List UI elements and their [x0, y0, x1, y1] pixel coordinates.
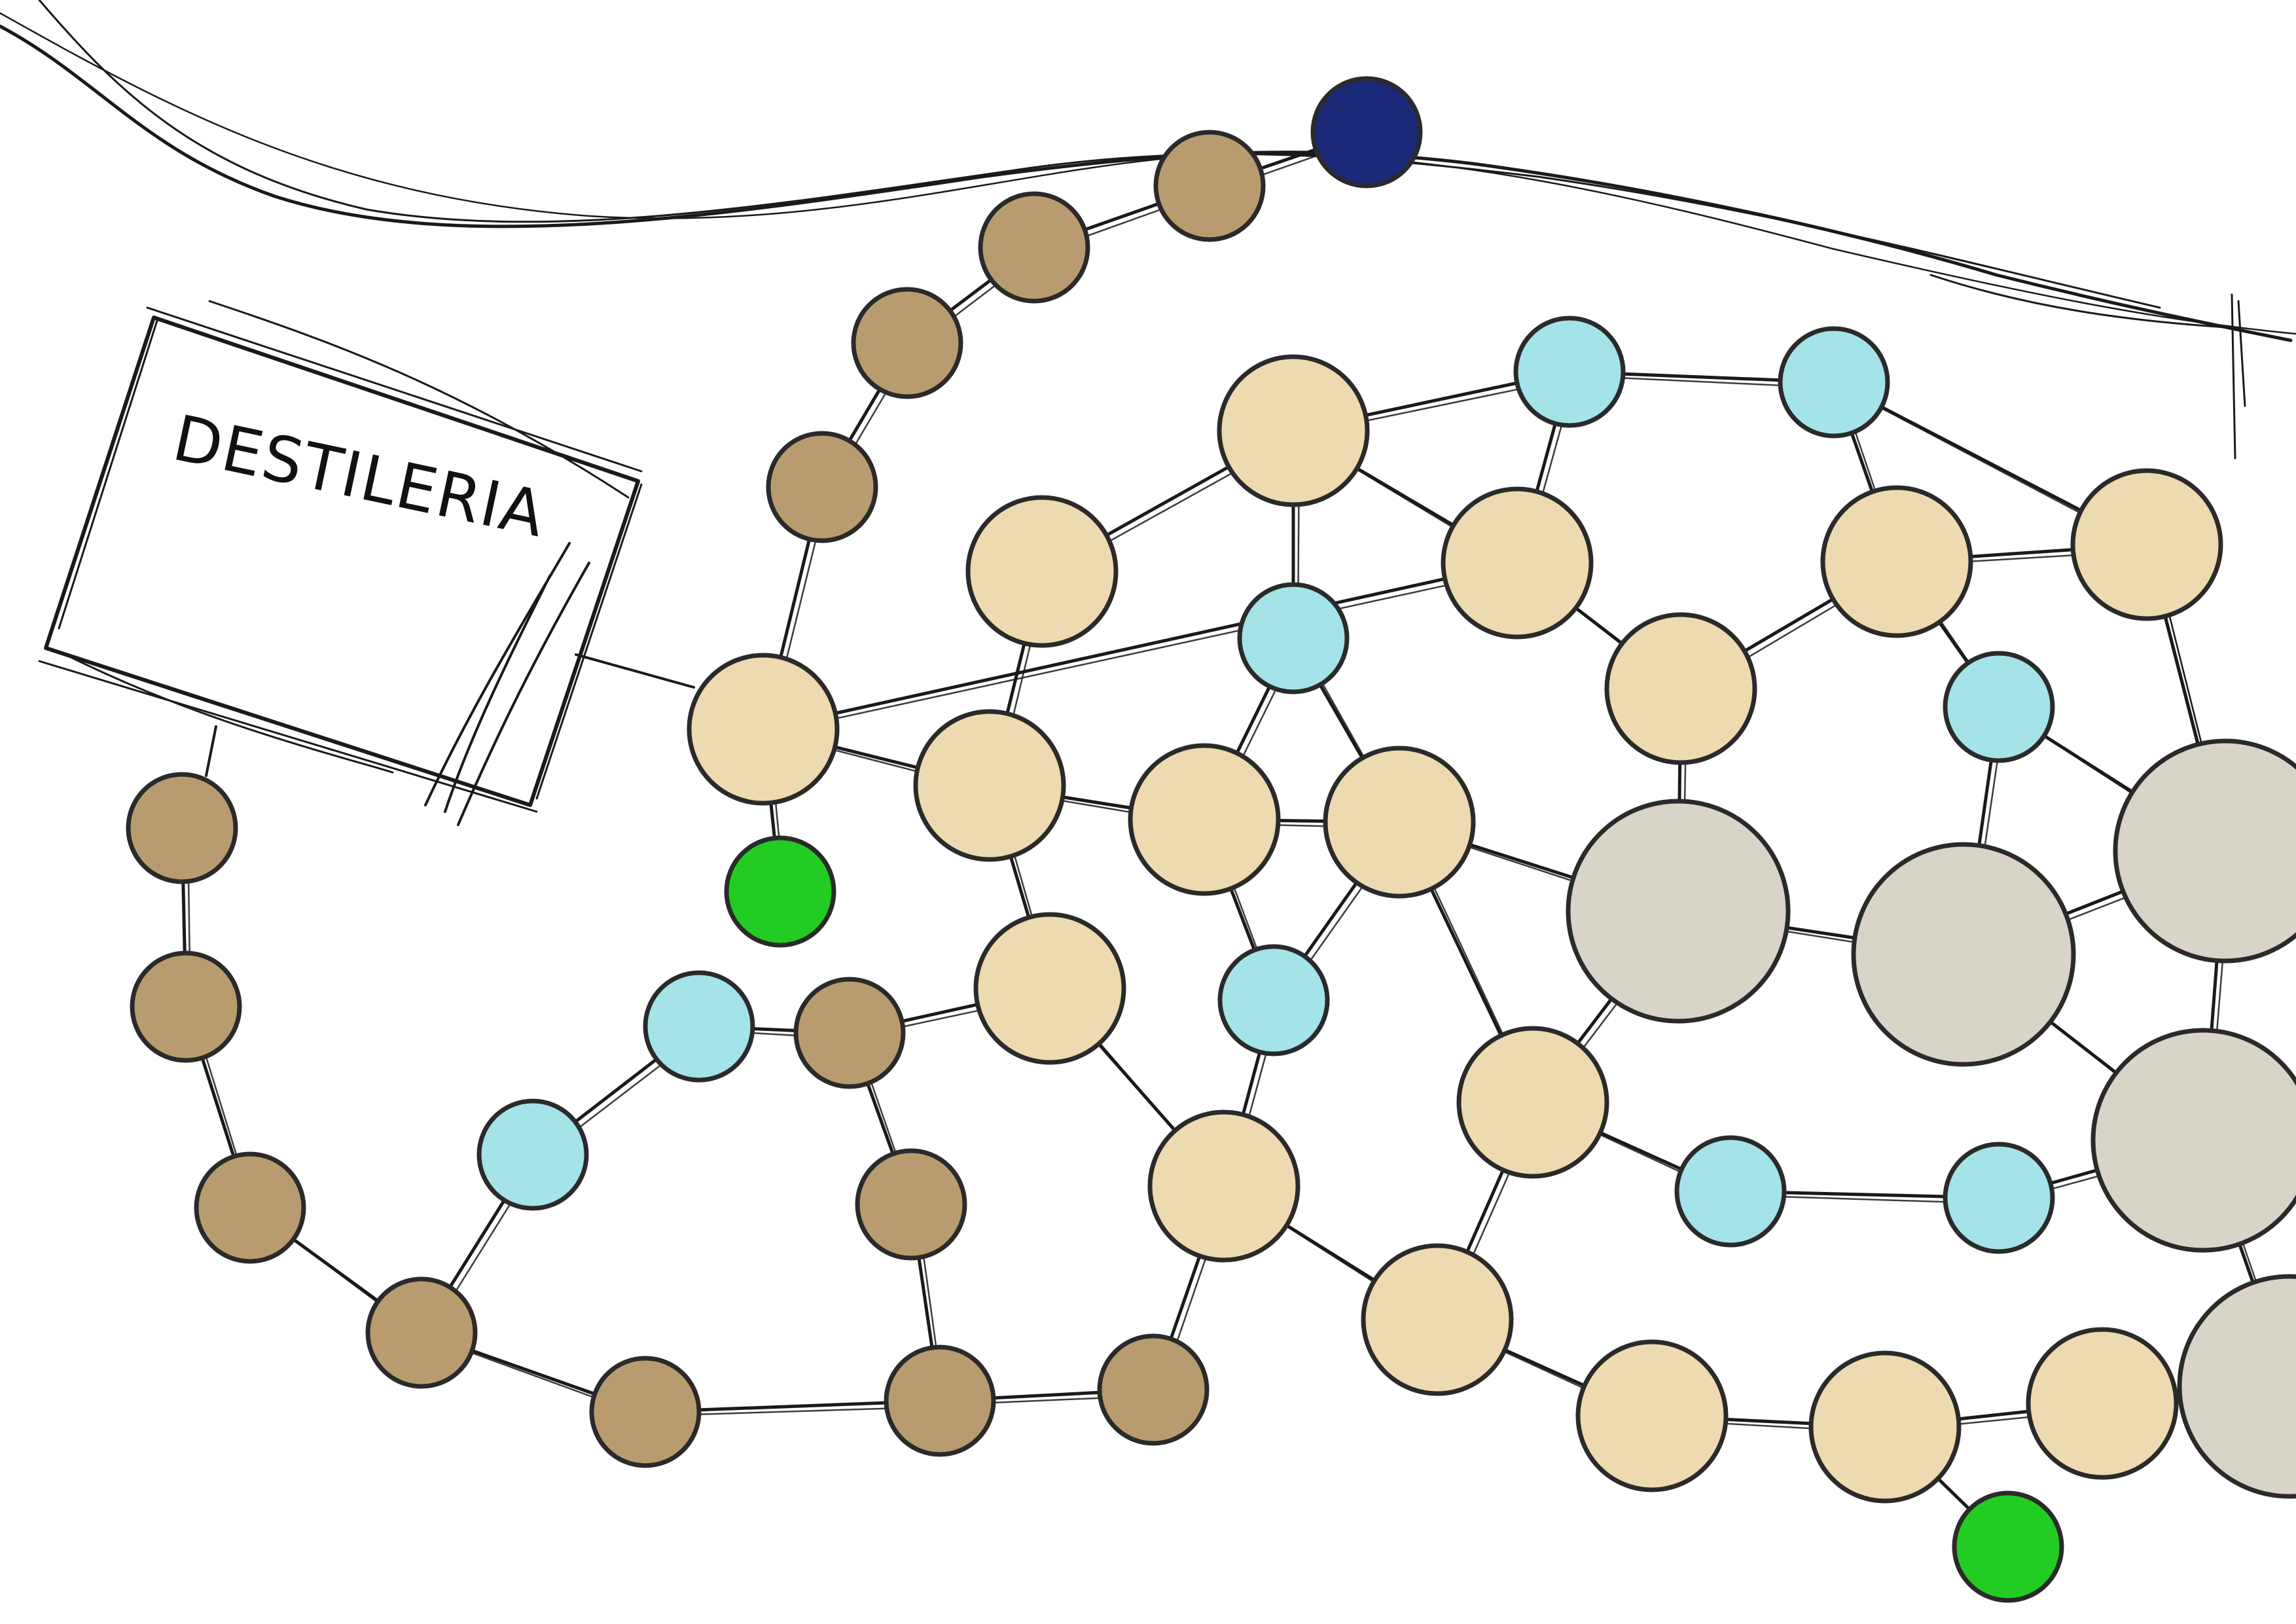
space-gray-s4[interactable]: [2090, 1028, 2296, 1253]
space-beige-w14[interactable]: [1361, 1243, 1514, 1396]
space-brown-b11[interactable]: [1097, 1333, 1210, 1446]
space-beige-w17[interactable]: [2026, 1327, 2179, 1480]
space-cyan-c8[interactable]: [1674, 1135, 1787, 1248]
space-cyan-c2[interactable]: [1778, 326, 1890, 439]
space-beige-w13[interactable]: [1147, 1110, 1300, 1263]
space-beige-w16[interactable]: [1808, 1350, 1962, 1504]
space-brown-b13[interactable]: [793, 977, 906, 1089]
space-brown-b8[interactable]: [365, 1276, 478, 1389]
space-beige-w2[interactable]: [965, 495, 1119, 648]
space-cyan-c6[interactable]: [643, 970, 755, 1083]
space-beige-w8[interactable]: [1128, 743, 1281, 896]
space-brown-b3[interactable]: [851, 287, 963, 399]
path-edge: [761, 561, 1519, 731]
space-brown-b10[interactable]: [884, 1344, 996, 1457]
space-gray-s2[interactable]: [1851, 842, 2076, 1067]
space-brown-b1[interactable]: [1153, 130, 1266, 242]
space-gray-s5[interactable]: [2177, 1274, 2296, 1499]
space-gray-s1[interactable]: [1566, 799, 1791, 1024]
sign-label: DESTILERIA: [167, 401, 552, 552]
space-brown-b6[interactable]: [130, 950, 242, 1063]
space-brown-b4[interactable]: [766, 431, 878, 543]
space-brown-b5[interactable]: [126, 772, 238, 884]
space-cyan-c1[interactable]: [1513, 316, 1626, 428]
space-beige-w6[interactable]: [687, 653, 840, 806]
space-cyan-c7[interactable]: [476, 1098, 589, 1211]
space-cyan-c4[interactable]: [1943, 651, 2055, 763]
space-cyan-c9[interactable]: [1943, 1142, 2055, 1254]
space-beige-w3[interactable]: [1441, 486, 1594, 640]
space-navy-navy1[interactable]: [1310, 76, 1423, 189]
space-green-g1[interactable]: [724, 835, 836, 948]
space-beige-w10[interactable]: [1604, 612, 1757, 765]
space-beige-w7[interactable]: [913, 709, 1066, 862]
space-beige-w15[interactable]: [1575, 1339, 1729, 1492]
space-beige-w4[interactable]: [1820, 485, 1973, 638]
path-edge-sketch: [768, 568, 1523, 734]
space-green-g2[interactable]: [1952, 1490, 2064, 1603]
space-beige-w12[interactable]: [1456, 1026, 1609, 1179]
space-beige-w11[interactable]: [973, 912, 1126, 1065]
space-brown-b7[interactable]: [194, 1151, 306, 1264]
space-beige-w5[interactable]: [2070, 468, 2223, 621]
space-beige-w9[interactable]: [1323, 746, 1476, 899]
space-cyan-c5[interactable]: [1217, 944, 1330, 1056]
space-brown-b2[interactable]: [978, 191, 1090, 304]
space-brown-b9[interactable]: [589, 1356, 702, 1468]
space-brown-b12[interactable]: [855, 1148, 967, 1261]
board-spaces: [126, 76, 2296, 1603]
space-gray-s3[interactable]: [2113, 738, 2296, 964]
destileria-sign: DESTILERIA: [38, 300, 695, 826]
space-beige-w1[interactable]: [1217, 354, 1370, 507]
space-cyan-c3[interactable]: [1237, 582, 1350, 695]
river-sketch: [0, 0, 2296, 460]
